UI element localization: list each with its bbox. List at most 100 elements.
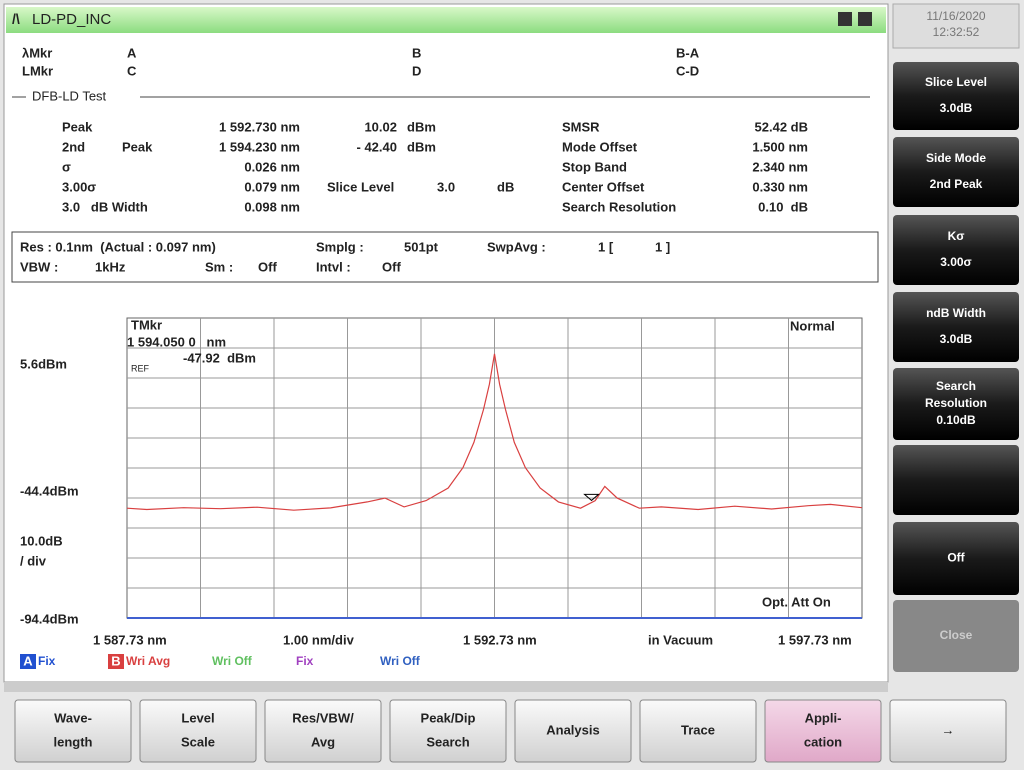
setting-text: Off [382, 259, 401, 274]
result-text: 0.10 dB [758, 199, 808, 214]
span-label: 1.00 nm/div [283, 632, 355, 647]
softkey-label: ndB Width [926, 306, 986, 320]
mode-label: Normal [790, 318, 835, 333]
result-text: dBm [407, 139, 436, 154]
result-text: 2nd [62, 139, 85, 154]
softkey-label: 2nd Peak [930, 177, 983, 191]
function-key[interactable] [264, 699, 382, 763]
result-text: σ [62, 159, 71, 174]
setting-text: 1kHz [95, 259, 126, 274]
title-bar [6, 7, 886, 33]
x-tick-label: 1 592.73 nm [463, 632, 537, 647]
softkey-label: Slice Level [925, 75, 987, 89]
clock-time: 12:32:52 [933, 25, 980, 39]
result-text: 3.0 [437, 179, 455, 194]
softkey-label: 3.00σ [940, 255, 972, 269]
setting-text: Sm : [205, 259, 233, 274]
setting-text: Off [258, 259, 277, 274]
function-key[interactable] [639, 699, 757, 763]
settings-box [11, 231, 879, 283]
result-text: 2.340 nm [752, 159, 808, 174]
trace-badge[interactable] [20, 654, 36, 669]
setting-text: 501pt [404, 239, 439, 254]
function-key-label: → [942, 722, 955, 737]
window-button[interactable] [838, 12, 852, 26]
softkey-label: 3.0dB [940, 332, 973, 346]
window-button[interactable] [858, 12, 872, 26]
x-tick-label: 1 597.73 nm [778, 632, 852, 647]
function-key-label: Peak/Dip [421, 710, 476, 725]
y-tick-label: -94.4dBm [20, 611, 79, 626]
y-tick-label: 5.6dBm [20, 356, 67, 371]
setting-text: 1 [ [598, 239, 614, 254]
function-key[interactable] [889, 699, 1007, 763]
setting-text: SwpAvg : [487, 239, 546, 254]
result-text: 3.00σ [62, 179, 96, 194]
function-key-label: Search [426, 734, 469, 749]
softkey[interactable] [893, 600, 1019, 672]
marker-field: D [412, 63, 421, 78]
result-text: 0.026 nm [244, 159, 300, 174]
att-label: Opt. Att On [762, 594, 831, 609]
function-key-label: Appli- [805, 710, 842, 725]
marker-field: B-A [676, 45, 700, 60]
marker-field: λMkr [22, 45, 52, 60]
trace-status: Wri Off [212, 654, 253, 668]
setting-text: VBW : [20, 259, 58, 274]
softkey[interactable] [893, 292, 1019, 362]
trace-line [126, 353, 863, 511]
result-text: 10.02 [364, 119, 397, 134]
marker-field: C-D [676, 63, 699, 78]
trace-status: Fix [38, 654, 56, 668]
softkey-label: Search [936, 379, 976, 393]
function-key-label: Res/VBW/ [292, 710, 354, 725]
function-key[interactable] [514, 699, 632, 763]
function-key-label: Avg [311, 734, 335, 749]
function-key-label: Scale [181, 734, 215, 749]
trace-badge[interactable] [108, 654, 124, 669]
result-text: - 42.40 [357, 139, 397, 154]
function-key-label: Analysis [546, 722, 599, 737]
softkey[interactable] [893, 522, 1019, 595]
trace-id: A [23, 653, 33, 668]
function-key-label: length [54, 734, 93, 749]
function-key[interactable] [389, 699, 507, 763]
result-text: Search Resolution [562, 199, 676, 214]
ref-label: REF [131, 363, 150, 373]
result-text: Peak [122, 139, 153, 154]
function-key-label: Wave- [54, 710, 92, 725]
result-text: 1 592.730 nm [219, 119, 300, 134]
softkey[interactable] [893, 62, 1019, 130]
softkey-label: Resolution [925, 396, 987, 410]
function-key[interactable] [139, 699, 257, 763]
setting-text: 1 ] [655, 239, 670, 254]
medium-label: in Vacuum [648, 632, 713, 647]
marker-level: -47.92 dBm [183, 350, 256, 365]
result-text: 0.330 nm [752, 179, 808, 194]
y-tick-label: -44.4dBm [20, 483, 79, 498]
setting-text: Res : 0.1nm (Actual : 0.097 nm) [20, 239, 216, 254]
clock-date: 11/16/2020 [926, 9, 985, 23]
result-text: 52.42 dB [755, 119, 808, 134]
result-text: dB [497, 179, 514, 194]
result-text: 3.0 dB Width [62, 199, 148, 214]
softkey[interactable] [893, 137, 1019, 207]
function-key[interactable] [14, 699, 132, 763]
marker-wavelength: 1 594.050 0 nm [127, 334, 226, 349]
function-key-label: cation [804, 734, 842, 749]
function-key-label: Level [181, 710, 214, 725]
logo: /\ [12, 11, 20, 27]
softkey[interactable] [893, 215, 1019, 285]
scale-label: 10.0dB [20, 533, 63, 548]
window-title: LD-PD_INC [32, 11, 111, 28]
marker-triangle [583, 493, 600, 502]
softkey-blank[interactable] [893, 445, 1019, 515]
softkey[interactable] [893, 368, 1019, 440]
result-text: Center Offset [562, 179, 645, 194]
result-text: Peak [62, 119, 93, 134]
softkey-label: Close [940, 628, 973, 642]
marker-field: C [127, 63, 137, 78]
result-text: dBm [407, 119, 436, 134]
function-key[interactable] [764, 699, 882, 763]
trace-status: Wri Off [380, 654, 421, 668]
